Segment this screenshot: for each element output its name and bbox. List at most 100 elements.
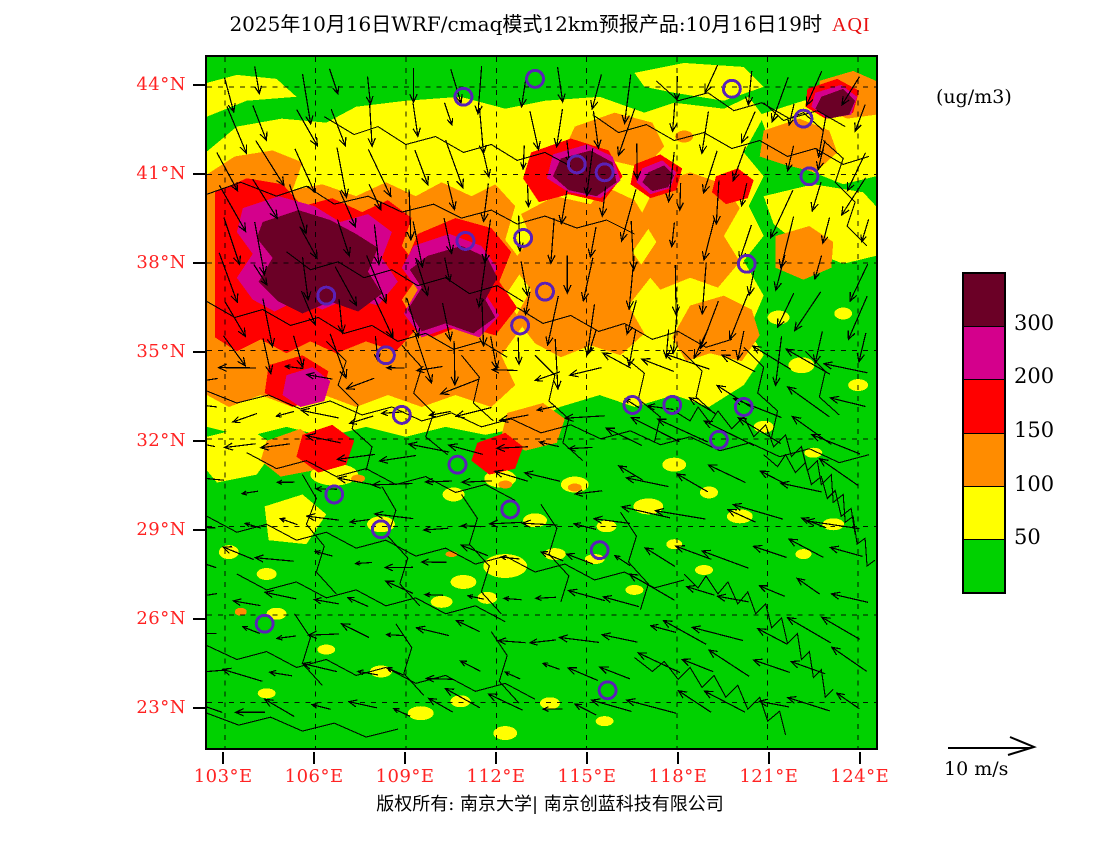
station-circle-icon[interactable] bbox=[594, 162, 615, 183]
wind-arrow-icon bbox=[676, 183, 684, 212]
wind-arrow-icon bbox=[600, 632, 638, 643]
lat-tick-29°N bbox=[193, 529, 205, 532]
wind-arrow-icon bbox=[626, 329, 637, 368]
wind-arrow-icon bbox=[385, 667, 405, 676]
wind-arrow-icon bbox=[328, 68, 340, 96]
wind-arrow-icon bbox=[234, 708, 265, 717]
wind-arrow-icon bbox=[668, 222, 676, 249]
lon-label-121°E: 121°E bbox=[739, 766, 799, 787]
station-circle-icon[interactable] bbox=[721, 78, 742, 99]
station-circle-icon[interactable] bbox=[622, 395, 643, 415]
station-circle-icon[interactable] bbox=[733, 397, 754, 417]
wind-arrow-icon bbox=[383, 563, 413, 572]
lat-tick-38°N bbox=[193, 261, 205, 264]
wind-arrow-icon bbox=[558, 190, 568, 226]
wind-arrow-icon bbox=[786, 386, 830, 418]
map-canvas bbox=[207, 57, 876, 748]
wind-arrow-icon bbox=[735, 330, 745, 361]
wind-arrow-icon bbox=[447, 443, 484, 455]
station-circle-icon[interactable] bbox=[662, 395, 683, 415]
wind-arrow-icon bbox=[365, 76, 374, 106]
wind-arrow-icon bbox=[423, 477, 453, 486]
colorbar[interactable] bbox=[962, 272, 1006, 594]
wind-arrow-icon bbox=[207, 377, 218, 381]
wind-arrow-icon bbox=[336, 219, 351, 258]
wind-arrow-icon bbox=[347, 699, 377, 709]
wind-arrow-icon bbox=[785, 145, 795, 173]
station-circle-icon[interactable] bbox=[371, 519, 391, 540]
wind-arrow-icon bbox=[690, 625, 744, 642]
arrow-right-icon bbox=[948, 736, 1037, 756]
station-circle-icon[interactable] bbox=[447, 454, 468, 475]
station-circle-icon[interactable] bbox=[455, 230, 476, 251]
wind-arrow-icon bbox=[356, 669, 378, 676]
station-circle-icon[interactable] bbox=[391, 404, 412, 425]
wind-arrow-icon bbox=[439, 378, 480, 396]
wind-arrow-icon bbox=[535, 405, 557, 412]
wind-arrow-icon bbox=[243, 522, 262, 529]
map-plot-area[interactable] bbox=[205, 55, 878, 750]
wind-arrow-icon bbox=[339, 190, 357, 229]
station-circle-icon[interactable] bbox=[453, 86, 474, 107]
station-circle-icon[interactable] bbox=[375, 345, 396, 366]
station-circle-icon[interactable] bbox=[324, 484, 345, 505]
lat-tick-44°N bbox=[193, 83, 205, 86]
station-circle-icon[interactable] bbox=[597, 680, 618, 701]
wind-arrow-icon bbox=[412, 102, 421, 138]
wind-arrow-icon bbox=[583, 148, 594, 198]
station-circle-icon[interactable] bbox=[525, 68, 545, 89]
station-circle-icon[interactable] bbox=[708, 429, 729, 450]
wind-arrow-icon bbox=[254, 66, 263, 96]
wind-arrow-icon bbox=[254, 222, 268, 277]
station-circle-icon[interactable] bbox=[566, 154, 587, 175]
station-circle-icon[interactable] bbox=[510, 315, 531, 336]
lon-tick-115°E bbox=[585, 752, 588, 764]
station-circle-icon[interactable] bbox=[254, 613, 275, 634]
wind-arrow-icon bbox=[223, 442, 256, 451]
wind-arrow-icon bbox=[412, 221, 425, 269]
wind-arrow-icon bbox=[232, 598, 261, 607]
wind-arrow-icon bbox=[312, 597, 339, 605]
wind-arrow-icon bbox=[444, 257, 452, 283]
wind-arrow-icon bbox=[428, 410, 451, 418]
wind-arrow-icon bbox=[218, 184, 247, 233]
wind-arrow-icon bbox=[707, 649, 750, 677]
wind-arrow-icon bbox=[731, 502, 784, 520]
station-circle-icon[interactable] bbox=[589, 540, 610, 561]
station-circle-icon[interactable] bbox=[736, 253, 757, 274]
wind-arrow-icon bbox=[847, 295, 868, 341]
lon-label-124°E: 124°E bbox=[830, 766, 890, 787]
colorbar-band-3 bbox=[964, 433, 1004, 487]
wind-arrow-icon bbox=[529, 110, 541, 152]
wind-arrow-icon bbox=[502, 596, 522, 602]
lon-tick-121°E bbox=[767, 752, 770, 764]
wind-arrow-icon bbox=[499, 554, 520, 561]
wind-arrow-icon bbox=[703, 690, 746, 713]
wind-arrow-icon bbox=[373, 510, 414, 520]
wind-arrow-icon bbox=[415, 365, 443, 374]
wind-arrow-icon bbox=[207, 563, 217, 569]
station-circle-icon[interactable] bbox=[793, 108, 814, 129]
wind-arrow-icon bbox=[587, 329, 597, 355]
wind-arrow-icon bbox=[789, 660, 826, 675]
wind-arrow-icon bbox=[698, 111, 709, 155]
station-circle-icon[interactable] bbox=[535, 281, 555, 302]
wind-arrow-icon bbox=[445, 140, 464, 190]
station-circle-icon[interactable] bbox=[316, 285, 337, 306]
wind-arrow-icon bbox=[557, 66, 566, 104]
station-circle-icon[interactable] bbox=[799, 166, 820, 187]
wind-arrow-icon bbox=[587, 227, 597, 259]
wind-arrow-icon bbox=[334, 266, 358, 307]
wind-arrow-icon bbox=[538, 440, 560, 448]
wind-arrow-icon bbox=[207, 593, 218, 596]
wind-arrow-icon bbox=[592, 111, 602, 150]
wind-arrow-icon bbox=[813, 255, 823, 281]
station-circle-icon[interactable] bbox=[513, 228, 534, 248]
wind-arrow-icon bbox=[497, 637, 526, 646]
lon-label-109°E: 109°E bbox=[375, 766, 435, 787]
wind-arrow-icon bbox=[628, 573, 675, 601]
station-circle-icon[interactable] bbox=[500, 499, 521, 520]
wind-arrow-icon bbox=[680, 658, 714, 673]
wind-arrow-icon bbox=[523, 291, 531, 316]
wind-arrow-icon bbox=[541, 706, 563, 712]
